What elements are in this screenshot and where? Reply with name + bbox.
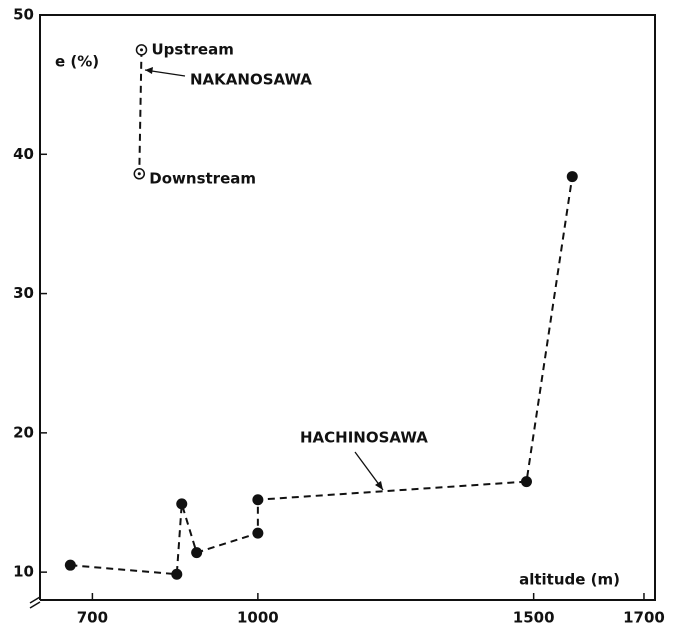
y-axis-label: e (%) xyxy=(55,53,99,71)
marker xyxy=(176,498,188,510)
marker xyxy=(520,476,532,488)
series-label: NAKANOSAWA xyxy=(190,71,312,89)
arrow-head xyxy=(375,481,383,490)
marker xyxy=(252,494,264,506)
series-line xyxy=(70,176,574,576)
y-tick-label: 30 xyxy=(13,284,34,302)
marker-dot xyxy=(139,48,143,52)
axis-break xyxy=(29,601,41,609)
y-tick-label: 50 xyxy=(13,6,34,24)
y-tick-label: 10 xyxy=(13,563,34,581)
annotation: Upstream xyxy=(151,40,233,58)
marker xyxy=(252,527,264,539)
plot-frame xyxy=(39,14,656,601)
marker xyxy=(64,559,76,571)
x-tick-label: 700 xyxy=(77,609,108,627)
y-tick-label: 20 xyxy=(13,423,34,441)
annotation: Downstream xyxy=(149,169,256,187)
series-label: HACHINOSAWA xyxy=(300,429,428,447)
axis-break xyxy=(29,596,41,604)
marker xyxy=(191,547,203,559)
x-axis-label: altitude (m) xyxy=(519,571,620,589)
marker xyxy=(171,568,183,580)
arrow-head xyxy=(145,67,153,74)
marker-dot xyxy=(137,172,141,176)
y-tick-label: 40 xyxy=(13,145,34,163)
marker xyxy=(566,171,578,183)
x-tick-label: 1500 xyxy=(513,609,555,627)
series-line xyxy=(138,49,143,174)
x-tick-label: 1700 xyxy=(623,609,665,627)
x-tick-label: 1000 xyxy=(237,609,279,627)
